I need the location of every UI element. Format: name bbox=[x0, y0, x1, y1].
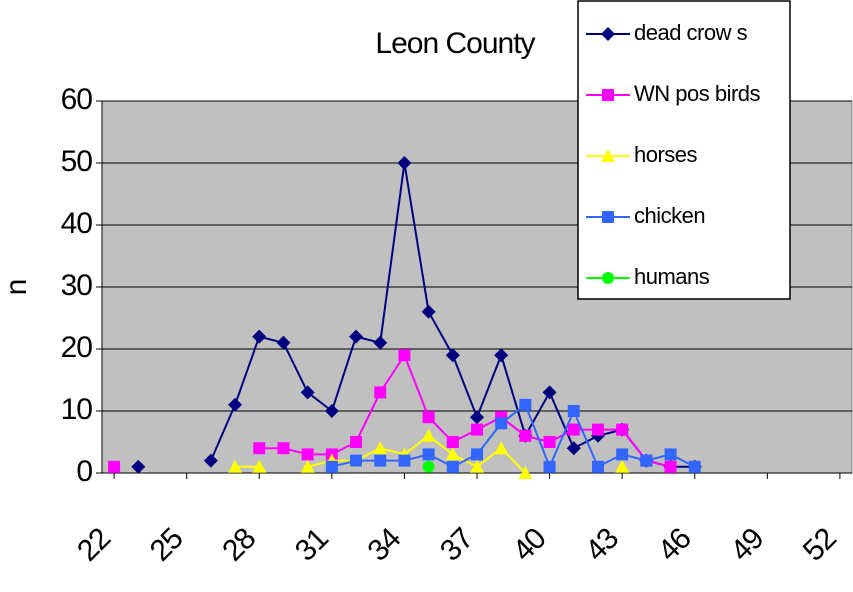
marker bbox=[519, 398, 532, 411]
x-tick-label: 52 bbox=[797, 522, 843, 568]
x-tick-label: 31 bbox=[289, 522, 335, 568]
marker bbox=[398, 454, 411, 467]
marker bbox=[373, 441, 388, 455]
x-tick-label: 34 bbox=[361, 522, 407, 568]
marker bbox=[349, 329, 364, 344]
marker bbox=[253, 442, 266, 455]
legend-marker bbox=[602, 211, 614, 223]
marker bbox=[446, 436, 459, 448]
y-tick-label: 30 bbox=[61, 269, 93, 302]
marker bbox=[300, 459, 315, 473]
legend-marker bbox=[602, 272, 614, 284]
marker bbox=[324, 404, 339, 418]
marker bbox=[591, 460, 604, 473]
marker bbox=[350, 436, 363, 448]
marker bbox=[277, 442, 290, 455]
x-tick-label: 37 bbox=[434, 522, 480, 568]
marker bbox=[567, 405, 580, 417]
marker bbox=[494, 441, 509, 455]
marker bbox=[445, 348, 460, 363]
marker bbox=[228, 459, 243, 473]
legend-label: chicken bbox=[634, 203, 705, 228]
marker bbox=[374, 454, 387, 467]
marker bbox=[664, 460, 677, 473]
legend-marker bbox=[601, 149, 615, 162]
marker bbox=[591, 423, 604, 436]
x-tick-label: 40 bbox=[507, 522, 553, 568]
marker bbox=[373, 335, 388, 350]
marker bbox=[445, 447, 460, 461]
y-axis-label: n bbox=[0, 279, 33, 296]
marker bbox=[421, 428, 436, 442]
marker bbox=[640, 454, 653, 467]
marker bbox=[543, 460, 556, 473]
marker bbox=[542, 385, 557, 400]
marker bbox=[566, 441, 581, 456]
marker bbox=[422, 460, 435, 473]
marker bbox=[567, 423, 580, 436]
y-tick-label: 50 bbox=[61, 145, 93, 178]
marker bbox=[422, 448, 435, 461]
marker bbox=[616, 423, 629, 436]
chart-title: Leon County bbox=[375, 27, 535, 60]
legend-label: humans bbox=[634, 264, 710, 289]
marker bbox=[470, 459, 484, 473]
x-tick-label: 25 bbox=[144, 522, 190, 568]
marker bbox=[471, 423, 483, 436]
legend-box bbox=[577, 0, 791, 300]
y-tick-label: 60 bbox=[61, 83, 93, 116]
legend-label: dead crow s bbox=[634, 20, 748, 45]
marker bbox=[446, 460, 459, 473]
marker bbox=[543, 436, 556, 448]
marker bbox=[108, 460, 121, 473]
marker bbox=[301, 448, 314, 461]
marker bbox=[300, 385, 315, 400]
marker bbox=[228, 397, 243, 412]
marker bbox=[664, 448, 677, 461]
y-tick-label: 10 bbox=[61, 393, 93, 426]
series-line bbox=[331, 403, 696, 470]
y-tick-label: 20 bbox=[61, 331, 93, 364]
marker bbox=[350, 454, 363, 467]
legend-marker bbox=[602, 89, 614, 101]
marker bbox=[471, 448, 483, 461]
marker bbox=[252, 459, 267, 473]
x-tick-label: 43 bbox=[579, 522, 625, 568]
y-tick-label: 40 bbox=[61, 207, 93, 240]
legend-label: WN pos birds bbox=[634, 81, 761, 106]
legend-marker bbox=[601, 27, 615, 41]
y-tick-label: 0 bbox=[76, 455, 92, 488]
marker bbox=[494, 348, 509, 363]
legend-label: horses bbox=[634, 142, 698, 167]
marker bbox=[422, 411, 435, 424]
marker bbox=[615, 459, 630, 473]
marker bbox=[374, 386, 387, 399]
x-tick-label: 46 bbox=[652, 522, 698, 568]
marker bbox=[252, 329, 267, 344]
marker bbox=[519, 429, 532, 442]
marker bbox=[495, 417, 508, 430]
x-tick-label: 22 bbox=[71, 522, 117, 568]
marker bbox=[518, 466, 533, 479]
marker bbox=[688, 460, 701, 473]
marker bbox=[131, 459, 146, 474]
marker bbox=[397, 156, 412, 170]
marker bbox=[203, 453, 218, 468]
x-tick-label: 28 bbox=[216, 522, 262, 568]
marker bbox=[616, 448, 629, 461]
marker bbox=[421, 304, 436, 319]
marker bbox=[325, 460, 338, 473]
marker bbox=[470, 410, 484, 425]
x-tick-label: 49 bbox=[724, 522, 770, 568]
marker bbox=[276, 335, 291, 350]
marker bbox=[398, 349, 411, 362]
